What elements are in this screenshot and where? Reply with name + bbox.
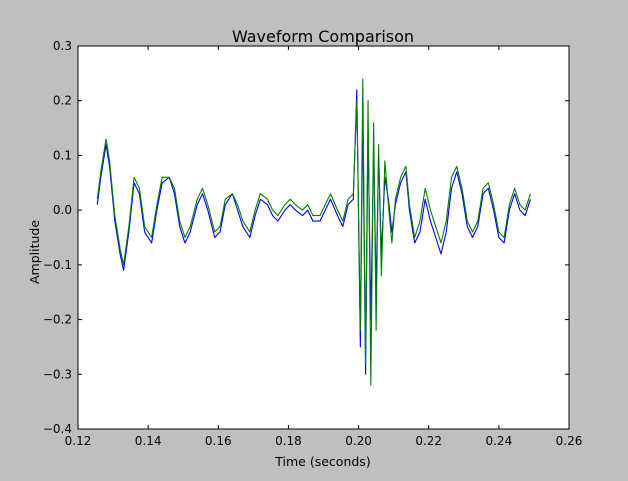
series-line-2 (96, 78, 531, 386)
y-tick-label: −0.3 (43, 367, 72, 381)
x-tick-label: 0.26 (556, 434, 583, 448)
y-tick-label: 0.0 (53, 203, 72, 217)
y-tick-label: 0.3 (53, 39, 72, 53)
x-tick-label: 0.18 (275, 434, 302, 448)
x-tick-label: 0.24 (485, 434, 512, 448)
y-tick-label: −0.1 (43, 258, 72, 272)
series-line-1 (96, 89, 531, 375)
tick-layer: 0.12 0.14 0.16 0.18 0.20 0.22 0.24 0.26 −0.4 −0.3… (43, 39, 583, 448)
x-tick-label: 0.22 (415, 434, 442, 448)
x-axis-label: Time (seconds) (274, 454, 370, 469)
y-tick-label: 0.2 (53, 94, 72, 108)
x-tick-label: 0.12 (65, 434, 92, 448)
x-tick-label: 0.14 (135, 434, 162, 448)
y-tick-label: 0.1 (53, 148, 72, 162)
y-tick-label: −0.2 (43, 313, 72, 327)
x-tick-label: 0.16 (205, 434, 232, 448)
plot-frame (77, 45, 570, 430)
chart-title: Waveform Comparison (232, 27, 414, 46)
x-tick-label: 0.20 (345, 434, 372, 448)
y-tick-label: −0.4 (43, 422, 72, 436)
series-layer (96, 78, 531, 386)
plot-area (78, 46, 569, 429)
y-axis-label: Amplitude (27, 220, 42, 284)
